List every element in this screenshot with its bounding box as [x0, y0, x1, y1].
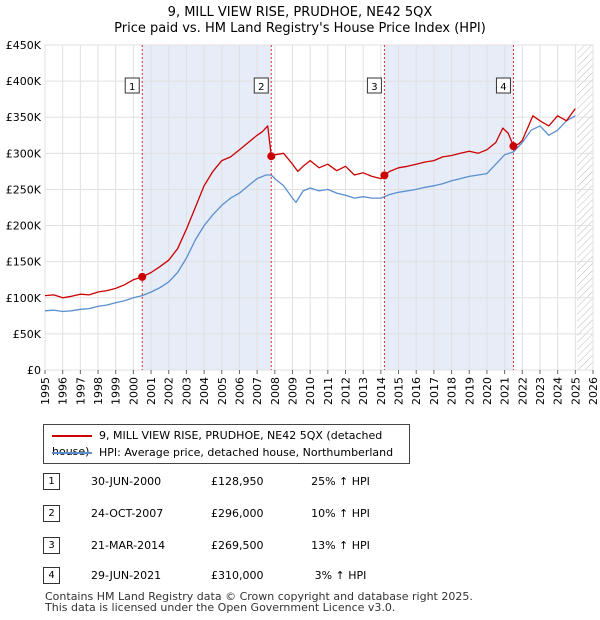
transaction-price: £296,000 [211, 507, 264, 520]
y-tick-label: £150K [6, 256, 42, 269]
x-tick-label: 2014 [375, 377, 388, 405]
y-tick-label: £200K [6, 220, 42, 233]
transaction-date: 21-MAR-2014 [91, 539, 166, 552]
x-tick-label: 2019 [463, 377, 476, 405]
x-tick-label: 2024 [552, 377, 565, 405]
sale-point [138, 272, 147, 281]
x-tick-label: 1996 [57, 377, 70, 405]
x-tick-label: 2006 [233, 377, 246, 405]
marker-badge [124, 77, 140, 94]
x-tick-label: 1998 [92, 377, 105, 405]
y-tick-label: £300K [6, 147, 42, 160]
transaction-number: 3 [43, 537, 60, 554]
transaction-date: 30-JUN-2000 [91, 475, 162, 488]
marker-label: 4 [500, 82, 506, 93]
x-tick-label: 2005 [216, 377, 229, 405]
y-tick-label: £100K [6, 292, 42, 305]
y-tick-label: £400K [6, 75, 42, 88]
x-tick-label: 2020 [481, 377, 494, 405]
x-tick-label: 2018 [446, 377, 459, 405]
x-tick-label: 2000 [127, 377, 140, 405]
x-tick-label: 2015 [393, 377, 406, 405]
x-tick-label: 2001 [145, 377, 158, 405]
transaction-hpi: 10% ↑ HPI [311, 507, 370, 520]
x-tick-label: 1999 [110, 377, 123, 405]
sale-point [380, 171, 389, 180]
forecast-hatch [577, 45, 593, 370]
x-tick-label: 2009 [286, 377, 299, 405]
chart-title-block: 9, MILL VIEW RISE, PRUDHOE, NE42 5QX Pri… [0, 5, 600, 37]
x-tick-label: 2011 [322, 377, 335, 405]
x-tick-label: 2025 [569, 377, 582, 405]
transaction-price: £269,500 [211, 539, 264, 552]
legend-label-hpi: HPI: Average price, detached house, Nort… [99, 446, 394, 459]
x-tick-label: 2021 [499, 377, 512, 405]
x-tick-label: 1997 [74, 377, 87, 405]
x-tick-label: 2023 [534, 377, 547, 405]
x-tick-label: 1995 [39, 377, 52, 405]
legend-swatch-hpi [52, 452, 92, 454]
chart-title: 9, MILL VIEW RISE, PRUDHOE, NE42 5QX [167, 5, 433, 20]
transaction-date: 24-OCT-2007 [91, 507, 164, 520]
transaction-hpi: 13% ↑ HPI [311, 539, 370, 552]
sale-point [267, 152, 276, 161]
y-tick-label: £250K [6, 183, 42, 196]
x-tick-label: 2017 [428, 377, 441, 405]
x-tick-label: 2010 [304, 377, 317, 405]
legend-item-hpi: HPI: Average price, detached house, Nort… [52, 445, 393, 461]
price-chart: £0 £50K £100K £150K £200K £250K £300K £350K £400… [6, 39, 600, 405]
transaction-number: 1 [43, 473, 60, 490]
y-tick-label: £0 [27, 364, 41, 377]
x-tick-label: 2016 [410, 377, 423, 405]
legend-swatch-property [52, 435, 92, 437]
legend-label-property: 9, MILL VIEW RISE, PRUDHOE, NE42 5QX (de… [52, 429, 383, 458]
footer-attribution: Contains HM Land Registry data © Crown c… [45, 591, 473, 613]
y-tick-label: £50K [13, 328, 42, 341]
transaction-hpi: 3% ↑ HPI [314, 569, 367, 582]
shaded-period [384, 45, 514, 370]
transaction-number: 4 [43, 567, 60, 584]
sale-point [509, 142, 518, 151]
marker-label: 1 [129, 82, 135, 93]
x-tick-label: 2012 [340, 377, 353, 405]
footer-copyright: Contains HM Land Registry data © Crown c… [45, 590, 473, 603]
marker-badge [495, 77, 511, 94]
transaction-number: 2 [43, 505, 60, 522]
marker-label: 2 [258, 82, 264, 93]
x-tick-label: 2008 [269, 377, 282, 405]
legend-item-property: 9, MILL VIEW RISE, PRUDHOE, NE42 5QX (de… [52, 428, 409, 458]
shaded-period [142, 45, 272, 370]
x-tick-label: 2026 [587, 377, 600, 405]
x-tick-label: 2007 [251, 377, 264, 405]
transaction-hpi: 25% ↑ HPI [311, 475, 370, 488]
x-tick-label: 2013 [357, 377, 370, 405]
transaction-date: 29-JUN-2021 [91, 569, 162, 582]
x-tick-label: 2022 [516, 377, 529, 405]
y-tick-label: £350K [6, 111, 42, 124]
x-tick-label: 2002 [163, 377, 176, 405]
footer-licence: This data is licensed under the Open Gov… [45, 601, 396, 614]
x-tick-label: 2003 [180, 377, 193, 405]
transaction-price: £310,000 [211, 569, 264, 582]
marker-badge [366, 77, 382, 94]
series-line-hpi [44, 115, 576, 313]
chart-legend: 9, MILL VIEW RISE, PRUDHOE, NE42 5QX (de… [43, 424, 410, 464]
transaction-price: £128,950 [211, 475, 264, 488]
marker-label: 3 [371, 82, 377, 93]
y-tick-label: £450K [6, 39, 42, 52]
x-tick-label: 2004 [198, 377, 211, 405]
marker-badge [253, 77, 269, 94]
chart-subtitle: Price paid vs. HM Land Registry's House … [114, 21, 486, 36]
